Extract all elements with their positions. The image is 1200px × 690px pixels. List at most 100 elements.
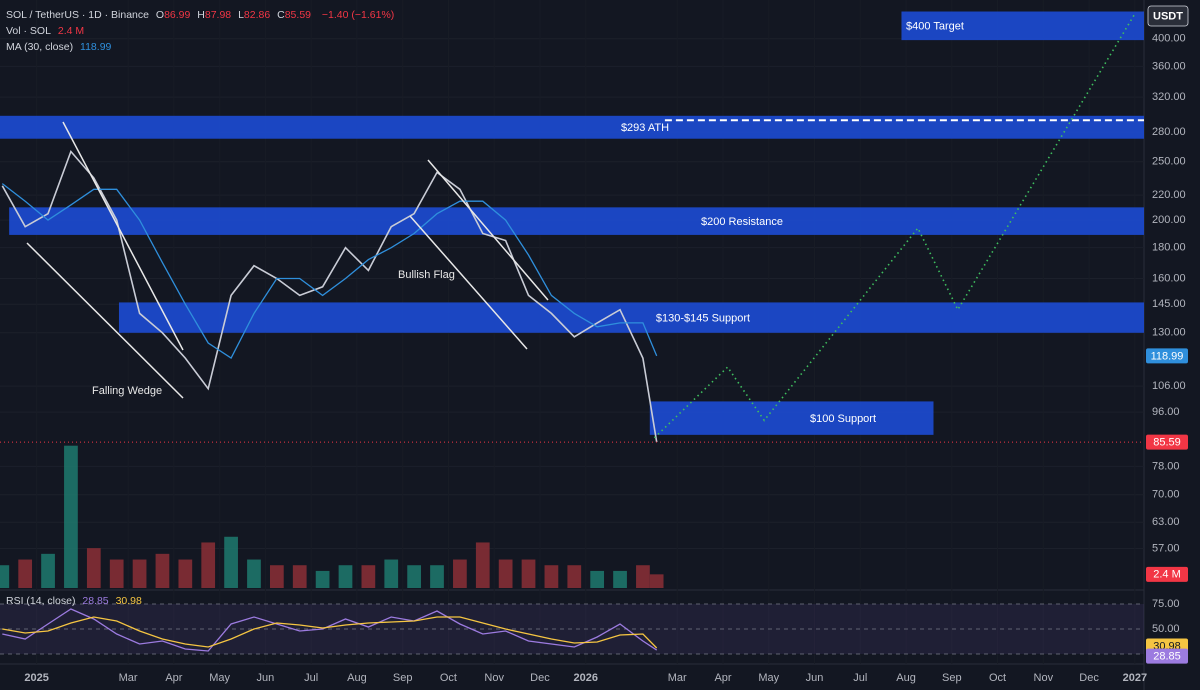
volume-last-label-box [1146, 566, 1188, 582]
x-tick-label: Oct [989, 672, 1006, 684]
x-tick-label: Aug [896, 672, 916, 684]
zone [118, 302, 1145, 333]
y-tick-label: 106.00 [1152, 380, 1186, 392]
ma-last-label: 118.99 [1151, 350, 1184, 362]
y-tick-label: 250.00 [1152, 156, 1186, 168]
y-tick-label: 360.00 [1152, 60, 1186, 72]
x-tick-label: May [758, 672, 779, 684]
x-tick-label: Sep [393, 672, 413, 684]
ma-line [1, 183, 658, 360]
ohlc-key: C [277, 9, 285, 21]
x-tick-label: Jun [806, 672, 824, 684]
zone-label: $130-$145 Support [656, 313, 750, 325]
currency[interactable]: USDT [1153, 10, 1183, 22]
volume-bar [155, 553, 170, 588]
x-tick-label: Nov [1034, 672, 1054, 684]
x-tick-label: Apr [714, 672, 731, 684]
y-tick-label: 57.00 [1152, 542, 1180, 554]
pattern-lines [26, 121, 549, 399]
x-tick-label: Sep [942, 672, 962, 684]
ohlc-key: O [155, 9, 165, 21]
ohlc-value: 87.98 [204, 9, 232, 21]
y-tick-label: 320.00 [1152, 91, 1186, 103]
volume-bar [201, 542, 216, 588]
rsi-ma-value: 30.98 [115, 595, 142, 607]
volume-bar [292, 565, 307, 588]
rsi-legend: RSI (14, close) 28.85 30.98 [6, 595, 146, 607]
zone [649, 401, 934, 435]
volume-bar [269, 565, 284, 588]
x-tick-label: Jul [853, 672, 867, 684]
ohlc-key: L [238, 9, 244, 21]
volume-bar [18, 559, 33, 588]
zone-label: $293 ATH [621, 122, 669, 134]
zone [9, 207, 1145, 235]
rsi-ma-line [2, 616, 658, 649]
zone-label: $100 Support [810, 413, 876, 425]
volume-label: Vol · SOL [6, 25, 51, 37]
volume-bar [86, 548, 101, 588]
header-line: SOL / TetherUS · 1D · Binance O86.99 H87… [6, 9, 398, 21]
x-tick-label: May [209, 672, 230, 684]
y-tick-label: 78.00 [1152, 460, 1180, 472]
ma-last-label-box [1146, 348, 1188, 364]
rsi-label: RSI (14, close) [6, 595, 76, 607]
volume-bar [64, 445, 78, 588]
zone-label: $400 Target [906, 21, 964, 33]
y-tick-label: 160.00 [1152, 272, 1186, 284]
y-tick-label: 200.00 [1152, 214, 1186, 226]
rsi-last-label-box [1146, 648, 1188, 664]
y-tick-label: 130.00 [1152, 327, 1186, 339]
y-tick-label: 50.00 [1152, 623, 1180, 635]
x-tick-label: Jun [257, 672, 275, 684]
annotation: Falling Wedge [92, 385, 162, 397]
x-tick-label: 2026 [573, 672, 597, 684]
y-tick-label: 96.00 [1152, 406, 1180, 418]
ohlc-value: 86.99 [164, 9, 191, 21]
volume-bar [521, 559, 536, 588]
currency-box[interactable] [1147, 5, 1189, 27]
y-tick-label: 70.00 [1152, 489, 1180, 501]
volume-bar [247, 559, 261, 588]
volume-bar [567, 565, 582, 588]
y-tick-label: 145.00 [1152, 298, 1186, 310]
ohlc: O86.99 H87.98 L82.86 C85.59 [156, 9, 318, 21]
y-tick-label: 75.00 [1152, 598, 1180, 610]
wedge-line [26, 242, 184, 399]
volume-bar [613, 570, 627, 588]
volume-legend: Vol · SOL 2.4 M [6, 25, 88, 37]
y-tick-label: 180.00 [1152, 242, 1186, 254]
y-tick-label: 63.00 [1152, 516, 1180, 528]
x-tick-label: 2027 [1123, 672, 1147, 684]
volume-bar [41, 553, 55, 588]
y-tick-label: 220.00 [1152, 189, 1186, 201]
x-tick-label: Mar [668, 672, 687, 684]
volume-bar [178, 559, 193, 588]
volume-bar [224, 536, 238, 588]
zone [0, 115, 1144, 139]
volume-value: 2.4 M [57, 25, 85, 37]
x-tick-label: Jul [304, 672, 318, 684]
price-last-label: 85.59 [1153, 437, 1181, 449]
volume-bar [430, 565, 444, 588]
price-last-label-box [1146, 434, 1188, 450]
volume-last-label: 2.4 M [1153, 569, 1181, 581]
x-tick-label: Mar [119, 672, 138, 684]
ma-label: MA (30, close) [6, 41, 74, 53]
volume-bar [590, 570, 605, 588]
axes: 400.00 360.00 320.00 280.00 250.00 220.00 200.… [24, 33, 1188, 684]
volume-bar [649, 574, 664, 588]
ma-legend: MA (30, close) 118.99 [6, 41, 115, 53]
change: −1.40 (−1.61%) [321, 9, 395, 21]
volume-bar [361, 565, 376, 588]
price-axis-area [1144, 0, 1200, 690]
volume-bar [0, 565, 10, 588]
y-tick-label: 280.00 [1152, 126, 1186, 138]
volume-bar [132, 559, 147, 588]
zone-label: $200 Resistance [701, 216, 783, 228]
volume-bar [544, 565, 559, 588]
volume-bar [475, 542, 490, 588]
zones [0, 11, 1145, 655]
volume-bar [315, 570, 330, 588]
